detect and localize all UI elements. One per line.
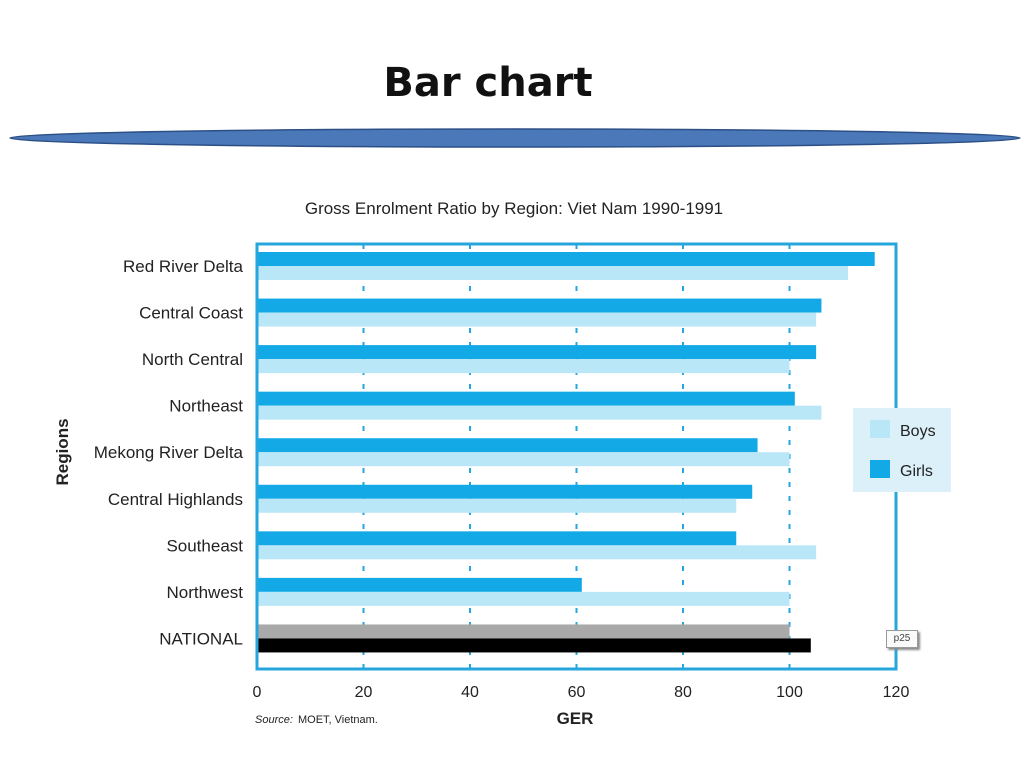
bar-boys	[258, 452, 790, 467]
x-tick-label: 80	[674, 684, 692, 701]
bar-girls	[258, 484, 753, 499]
x-tick-label: 120	[883, 684, 910, 701]
bar-boys	[258, 266, 849, 280]
bar-girls	[258, 391, 795, 406]
legend-box	[853, 408, 951, 492]
category-label: Northwest	[166, 583, 243, 602]
bar-boys	[258, 591, 790, 606]
category-label: Red River Delta	[123, 257, 244, 276]
page-tag: p25	[886, 630, 918, 648]
legend-swatch-boys	[870, 420, 890, 438]
bar-girls	[258, 577, 582, 592]
source-value: MOET, Vietnam.	[298, 714, 378, 726]
bar-girls	[258, 438, 758, 453]
bar-girls	[258, 252, 875, 266]
category-label: Mekong River Delta	[94, 443, 244, 462]
title-divider-bar	[9, 128, 1021, 148]
legend-swatch-girls	[870, 460, 890, 478]
bar-boys-national	[258, 624, 790, 639]
y-axis-title: Regions	[53, 418, 72, 485]
slide-title: Bar chart	[383, 60, 593, 106]
bar-girls-national	[258, 638, 811, 653]
bar-boys	[258, 498, 737, 513]
category-label: Southeast	[166, 536, 243, 555]
x-axis-title: GER	[557, 709, 594, 728]
bar-boys	[258, 405, 822, 420]
x-tick-label: 100	[776, 684, 803, 701]
category-labels: Red River Delta Central Coast North Centra…	[94, 257, 244, 648]
bar-girls	[258, 531, 737, 546]
legend: Boys Girls	[853, 408, 951, 492]
x-tick-label: 20	[355, 684, 373, 701]
bar-boys	[258, 359, 790, 374]
source-note: Source: MOET, Vietnam.	[255, 714, 378, 726]
source-label: Source:	[255, 714, 293, 726]
bar-boys	[258, 312, 817, 327]
legend-label-girls: Girls	[900, 463, 933, 480]
bar-boys	[258, 545, 817, 560]
x-tick-label: 40	[461, 684, 479, 701]
legend-label-boys: Boys	[900, 423, 936, 440]
category-label: Central Coast	[139, 304, 243, 323]
bar-girls	[258, 298, 822, 313]
x-tick-label: 0	[253, 684, 262, 701]
x-tick-label: 60	[568, 684, 586, 701]
bars	[258, 252, 875, 653]
bar-girls	[258, 345, 817, 360]
category-label: North Central	[142, 350, 243, 369]
chart-title: Gross Enrolment Ratio by Region: Viet Na…	[305, 199, 723, 218]
category-label: NATIONAL	[159, 629, 243, 648]
x-tick-labels: 0 20 40 60 80 100 120	[253, 684, 910, 701]
category-label: Northeast	[169, 397, 243, 416]
category-label: Central Highlands	[108, 490, 243, 509]
